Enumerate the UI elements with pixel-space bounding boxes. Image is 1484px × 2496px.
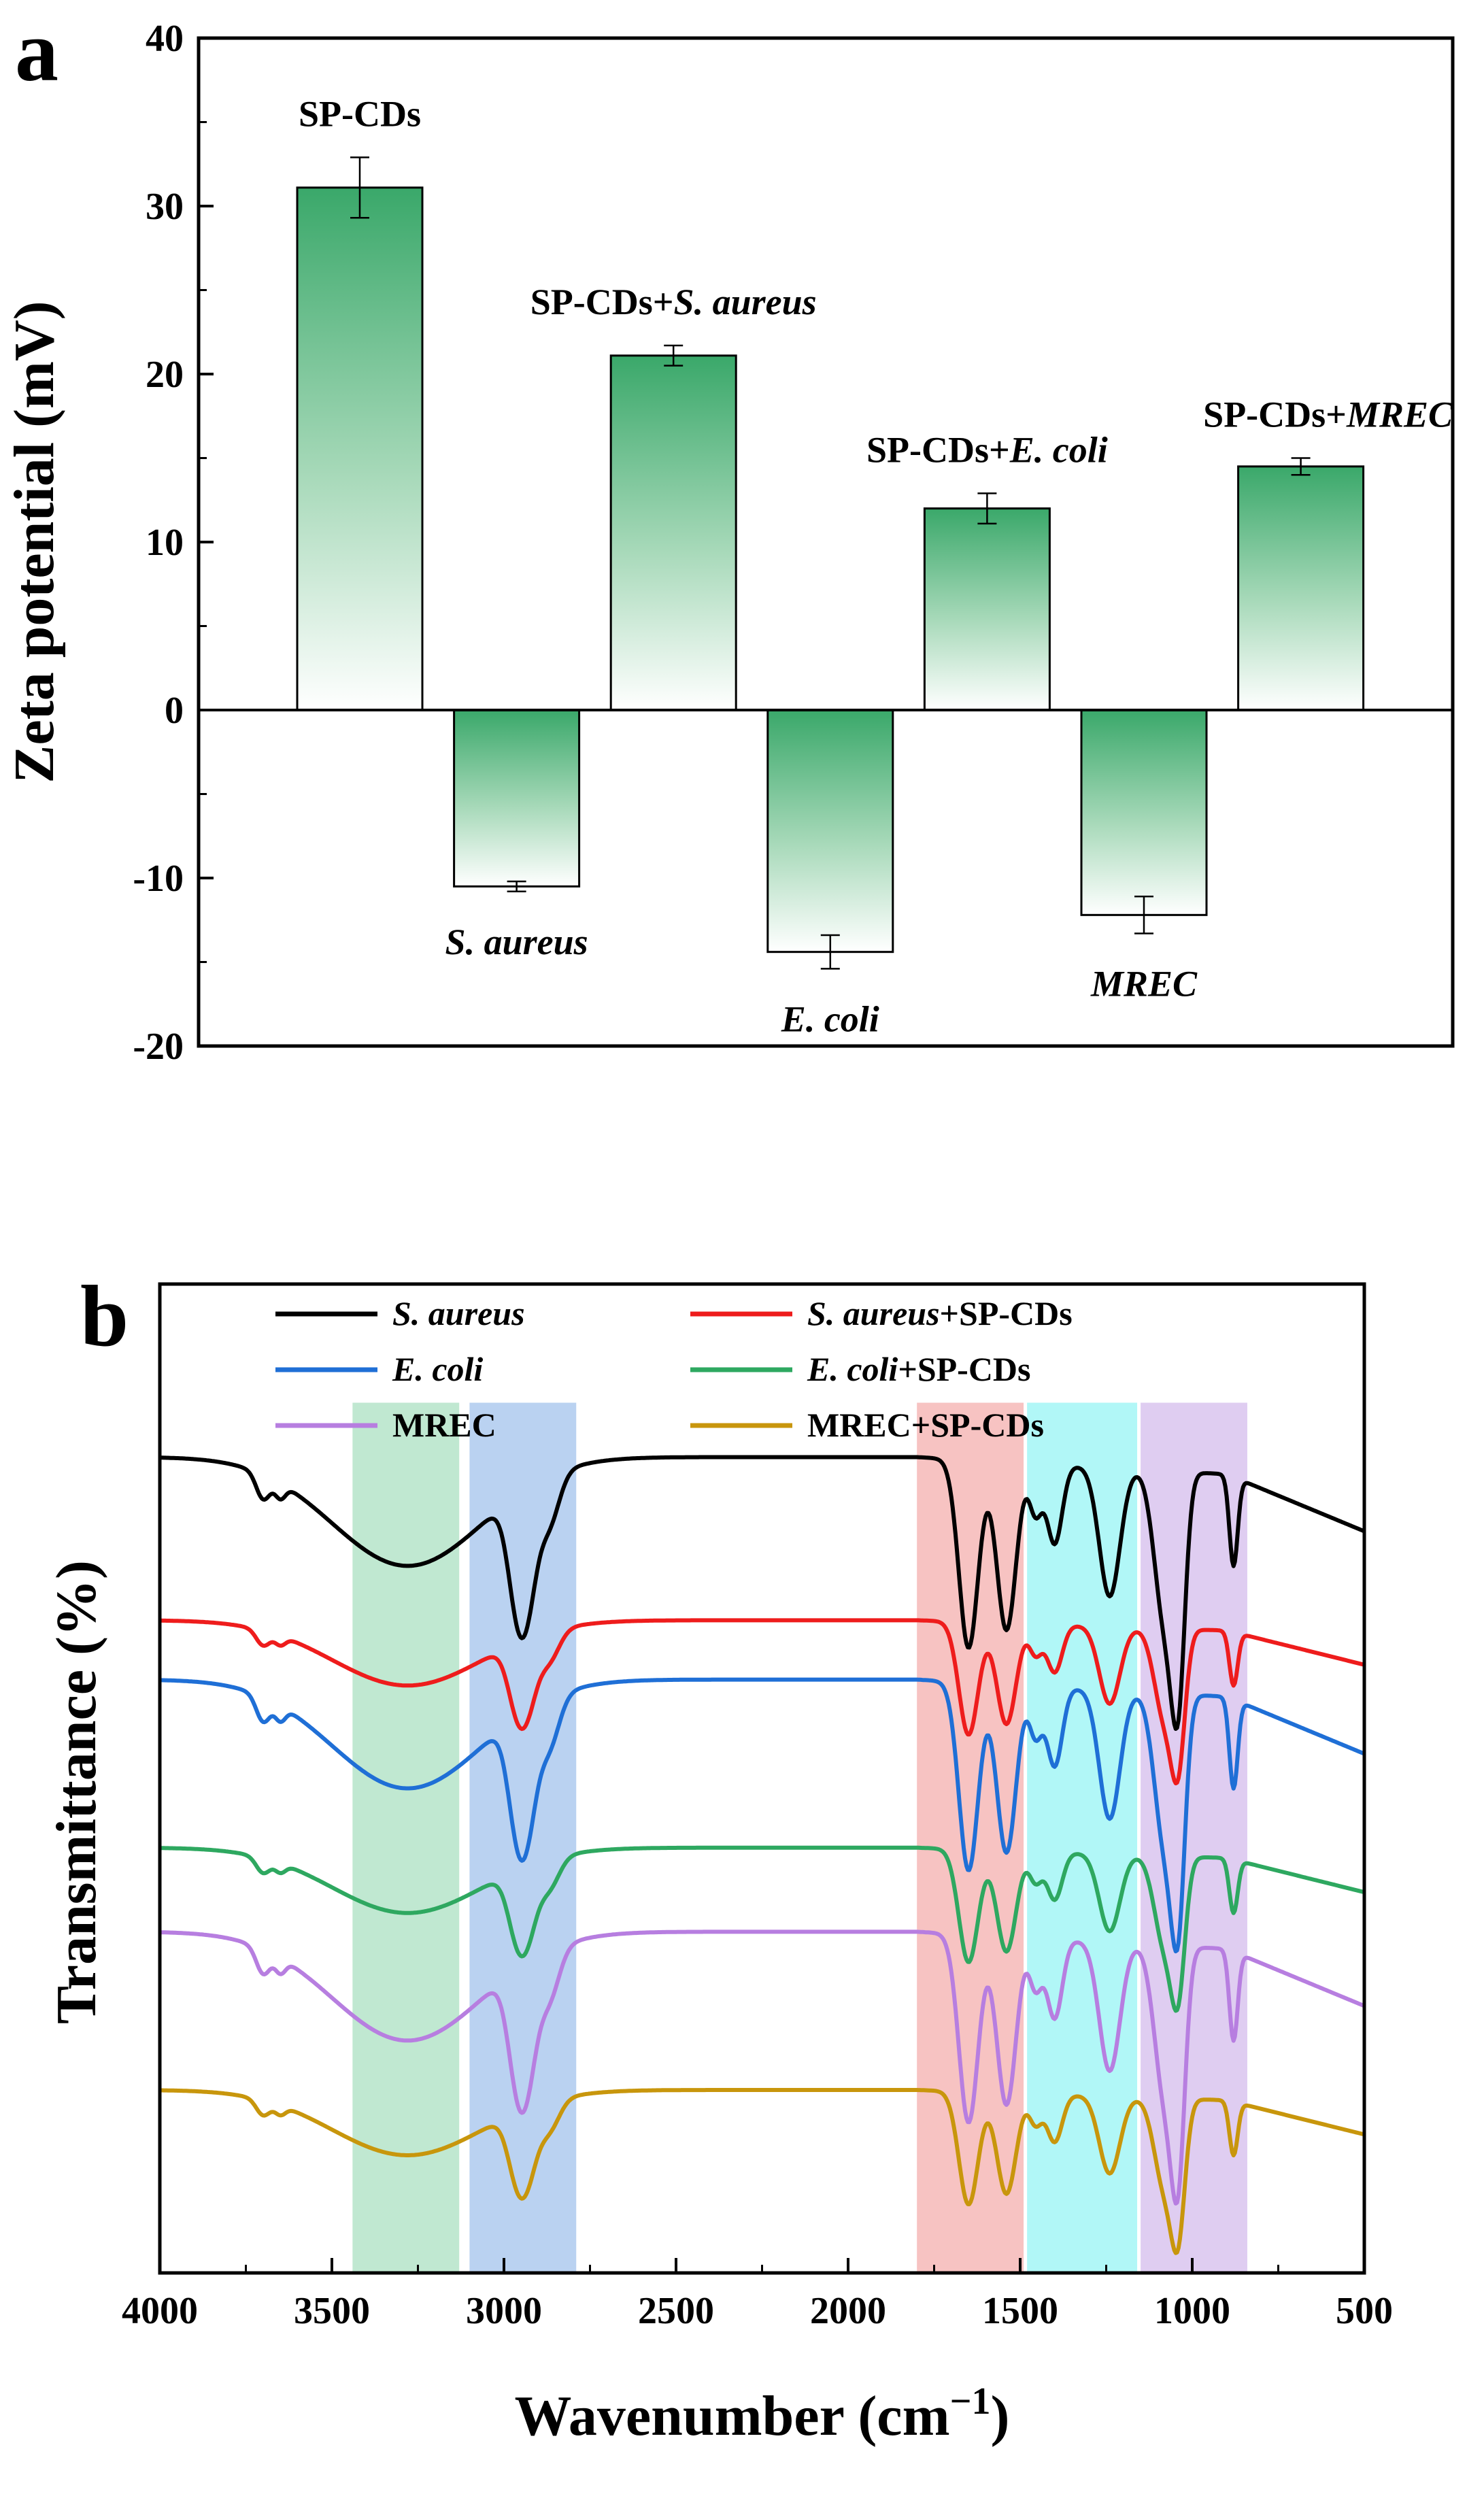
bar-label-0-part: SP-CDs — [299, 93, 421, 134]
panel-b-letter: b — [80, 1268, 129, 1364]
legend-label-3: E. coli+SP-CDs — [807, 1350, 1031, 1388]
panel-a-letter: a — [15, 3, 58, 99]
x-tick-label-b: 2500 — [638, 2290, 714, 2332]
legend-label-3-part: +SP-CDs — [898, 1350, 1030, 1388]
bar-label-5-part: MREC — [1090, 964, 1198, 1005]
bar-label-1: S. aureus — [445, 922, 588, 962]
ftir-band-1 — [469, 1402, 577, 2273]
bar-3 — [766, 709, 894, 954]
series-line-3 — [159, 1845, 1365, 2013]
legend-label-3-part: E. coli — [807, 1350, 898, 1388]
bar-label-4-part: E. coli — [1009, 429, 1108, 470]
ftir-band-0 — [352, 1402, 460, 2273]
zeta-y-axis-label: Zeta potential (mV) — [3, 301, 66, 783]
bar-label-5: MREC — [1090, 964, 1198, 1005]
legend-label-0-part: S. aureus — [392, 1294, 525, 1332]
legend-label-1-part: +SP-CDs — [940, 1294, 1073, 1332]
bar-label-2-part: SP-CDs+ — [530, 282, 674, 322]
legend-label-2-part: E. coli — [392, 1350, 483, 1388]
legend-label-2: E. coli — [392, 1350, 483, 1388]
legend-label-4-part: MREC — [392, 1406, 496, 1444]
bar-label-1-part: S. aureus — [445, 922, 588, 962]
y-tick-label-a: 0 — [165, 690, 184, 732]
x-tick-label-b: 1000 — [1154, 2290, 1230, 2332]
legend-label-0: S. aureus — [392, 1294, 525, 1332]
series-line-5 — [159, 2088, 1365, 2255]
bar-1 — [453, 709, 581, 888]
x-tick-label-b: 1500 — [982, 2290, 1058, 2332]
x-label-sup: −1 — [950, 2380, 991, 2423]
bar-label-3-part: E. coli — [781, 998, 879, 1039]
ftir-band-2 — [917, 1402, 1024, 2273]
y-tick-label-a: 20 — [146, 354, 184, 396]
x-label-tail: ) — [991, 2384, 1010, 2448]
bar-2 — [609, 354, 737, 711]
legend-label-4: MREC — [392, 1406, 496, 1444]
bar-4 — [923, 507, 1051, 711]
zeta-potential-chart: a Zeta potential (mV) 40 30 20 10 0 -10 -20 SP… — [3, 3, 1455, 1068]
series-line-2 — [159, 1677, 1366, 1954]
x-tick-label-b: 2000 — [810, 2290, 886, 2332]
ftir-y-axis-label: Transmittance (%) — [45, 1560, 108, 2024]
ftir-x-axis-label: Wavenumber (cm−1) — [515, 2380, 1010, 2448]
x-tick-label-b: 500 — [1336, 2290, 1393, 2332]
x-tick-label-b: 3500 — [294, 2290, 370, 2332]
y-tick-label-a: -10 — [133, 858, 184, 900]
bar-label-2: SP-CDs+S. aureus — [530, 282, 817, 322]
bar-label-4-part: SP-CDs+ — [866, 429, 1010, 470]
bar-label-6-part: SP-CDs+ — [1203, 394, 1347, 435]
bar-label-3: E. coli — [781, 998, 879, 1039]
y-tick-label-a: 30 — [146, 186, 184, 228]
bar-0 — [296, 186, 424, 711]
x-label-base: Wavenumber (cm — [515, 2384, 950, 2448]
bar-label-2-part: S. aureus — [674, 282, 817, 322]
series-line-4 — [159, 1929, 1366, 2206]
legend-label-1: S. aureus+SP-CDs — [807, 1294, 1073, 1332]
y-tick-label-a: 40 — [146, 18, 184, 60]
ftir-chart: b Transmittance (%) Wavenumber (cm−1) 40… — [45, 1268, 1393, 2448]
x-tick-label-b: 3000 — [466, 2290, 542, 2332]
bar-label-6: SP-CDs+MREC — [1203, 394, 1453, 435]
legend-label-1-part: S. aureus — [807, 1294, 940, 1332]
series-line-1 — [159, 1618, 1365, 1786]
series-line-0 — [159, 1455, 1366, 1731]
bar-label-4: SP-CDs+E. coli — [866, 429, 1108, 470]
legend-label-5-part: MREC+SP-CDs — [807, 1406, 1044, 1444]
bar-5 — [1080, 709, 1208, 916]
bar-label-0: SP-CDs — [299, 93, 421, 134]
x-tick-label-b: 4000 — [122, 2290, 198, 2332]
bar-6 — [1237, 465, 1365, 711]
y-tick-label-a: 10 — [146, 522, 184, 564]
y-tick-label-a: -20 — [133, 1026, 184, 1068]
bar-label-6-part: MREC — [1346, 394, 1453, 435]
legend-label-5: MREC+SP-CDs — [807, 1406, 1044, 1444]
